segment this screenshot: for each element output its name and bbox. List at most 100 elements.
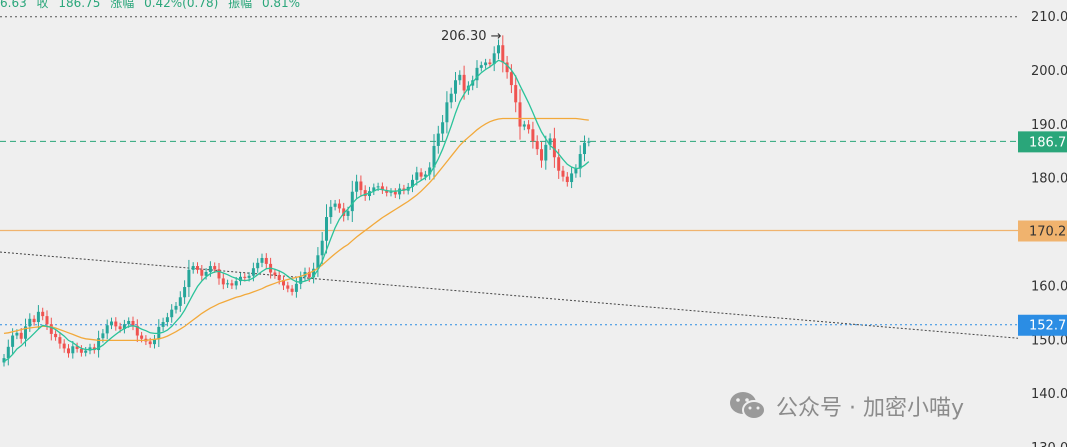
candle-body bbox=[565, 176, 569, 183]
candle-body bbox=[557, 157, 561, 171]
current-price-tag-label: 186.7 bbox=[1029, 135, 1066, 150]
candle-body bbox=[552, 138, 556, 158]
candle-body bbox=[28, 318, 32, 327]
candle-body bbox=[350, 191, 354, 212]
candle-body bbox=[153, 339, 156, 345]
candle-body bbox=[359, 181, 363, 191]
candle-body bbox=[320, 240, 324, 256]
candle-body bbox=[548, 138, 552, 145]
candle-body bbox=[398, 188, 402, 195]
candle-body bbox=[337, 203, 341, 209]
candle-body bbox=[501, 45, 505, 63]
candle-body bbox=[423, 174, 427, 177]
candle-body bbox=[497, 45, 500, 54]
candle-body bbox=[75, 346, 79, 349]
candle-body bbox=[372, 187, 376, 192]
candle-body bbox=[127, 320, 131, 325]
close-label: 收 bbox=[36, 0, 49, 10]
ma-slow-line bbox=[3, 117, 589, 342]
candle-body bbox=[583, 142, 586, 155]
close-value: 186.75 bbox=[58, 0, 101, 10]
candle-body bbox=[11, 335, 15, 347]
candle-body bbox=[419, 172, 423, 177]
candle-body bbox=[15, 332, 19, 336]
candle-body bbox=[380, 186, 384, 191]
candle-body bbox=[458, 74, 462, 81]
y-tick-label: 130.0 bbox=[1031, 441, 1067, 447]
current-price-tag bbox=[1018, 131, 1067, 153]
amplitude-label: 振幅 bbox=[228, 0, 253, 10]
wechat-icon bbox=[730, 392, 766, 420]
candle-body bbox=[587, 141, 591, 143]
candle-body bbox=[432, 145, 436, 168]
candle-body bbox=[540, 149, 543, 161]
candle-body bbox=[2, 358, 6, 363]
candle-body bbox=[522, 124, 526, 127]
candle-body bbox=[475, 67, 479, 81]
candle-body bbox=[544, 144, 548, 161]
candle-body bbox=[514, 85, 518, 103]
candle-body bbox=[204, 271, 208, 276]
candle-body bbox=[161, 322, 165, 327]
candle-body bbox=[256, 262, 260, 269]
candle-body bbox=[19, 332, 23, 339]
candle-body bbox=[264, 257, 268, 264]
candle-body bbox=[71, 346, 75, 354]
candle-body bbox=[436, 133, 440, 146]
candle-body bbox=[208, 266, 212, 272]
candle-body bbox=[122, 324, 126, 330]
candle-body bbox=[454, 80, 457, 94]
candle-body bbox=[234, 281, 238, 286]
candle-body bbox=[62, 343, 66, 349]
candle-body bbox=[531, 129, 535, 142]
amplitude-value: 0.81% bbox=[261, 0, 301, 10]
candle-body bbox=[24, 326, 27, 339]
candle-body bbox=[488, 62, 492, 65]
candle-body bbox=[247, 275, 251, 278]
candle-body bbox=[67, 348, 70, 354]
candle-body bbox=[363, 190, 367, 197]
candle-body bbox=[97, 338, 101, 351]
candle-body bbox=[187, 269, 191, 288]
candle-body bbox=[230, 283, 234, 286]
candle-body bbox=[346, 211, 350, 216]
change-label: 涨幅 bbox=[110, 0, 135, 10]
candle-body bbox=[174, 305, 178, 310]
candle-body bbox=[84, 350, 88, 353]
candle-body bbox=[251, 268, 255, 276]
candle-body bbox=[376, 186, 380, 188]
change-value: 0.42%(0.78) bbox=[144, 0, 219, 10]
candle-body bbox=[32, 318, 36, 323]
candle-body bbox=[101, 333, 105, 339]
resistance-tag bbox=[1018, 220, 1067, 242]
candle-body bbox=[316, 255, 320, 269]
candle-body bbox=[191, 266, 195, 270]
y-tick-label: 190.0 bbox=[1031, 118, 1067, 133]
candle-body bbox=[92, 347, 96, 351]
candle-body bbox=[393, 191, 397, 195]
candle-body bbox=[505, 62, 509, 73]
candle-body bbox=[239, 276, 242, 282]
candle-body bbox=[217, 269, 221, 279]
candle-body bbox=[41, 311, 45, 317]
candle-body bbox=[183, 287, 187, 298]
candle-body bbox=[479, 65, 483, 68]
candle-body bbox=[385, 190, 389, 193]
price-info-strip: 6.63 收 186.75 涨幅 0.42%(0.78) 振幅 0.81% bbox=[0, 0, 306, 10]
candle-body bbox=[213, 266, 217, 270]
candle-body bbox=[286, 285, 290, 289]
support-tag-label: 152.7 bbox=[1029, 319, 1066, 334]
candle-body bbox=[578, 154, 582, 169]
candle-body bbox=[462, 74, 466, 91]
high-annotation: 206.30 → bbox=[441, 29, 502, 44]
trendline bbox=[0, 251, 1019, 339]
candle-body bbox=[342, 208, 346, 216]
candle-body bbox=[282, 280, 285, 286]
candle-body bbox=[329, 206, 333, 218]
support-tag bbox=[1018, 314, 1067, 336]
y-tick-label: 160.0 bbox=[1031, 279, 1067, 294]
candle-body bbox=[535, 141, 539, 150]
candle-body bbox=[445, 102, 449, 123]
candle-body bbox=[36, 311, 40, 323]
